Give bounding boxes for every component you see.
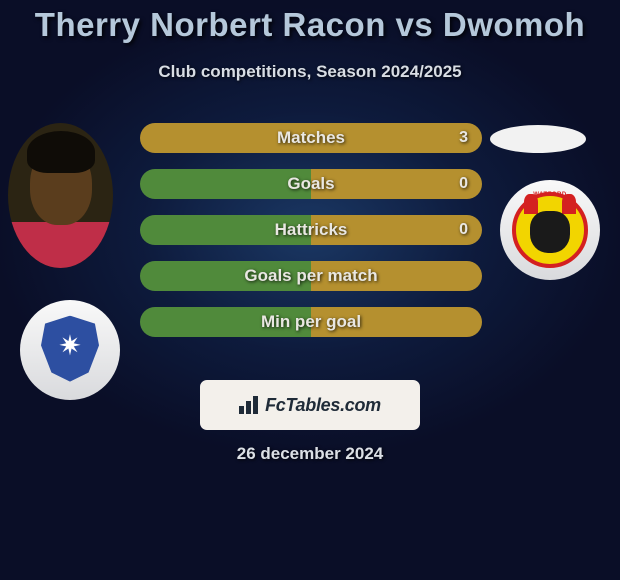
stat-row: Min per goal xyxy=(140,307,482,337)
club-right-badge: WATFORD xyxy=(500,180,600,280)
player-left-photo xyxy=(8,123,113,268)
stat-label: Goals xyxy=(140,169,482,199)
club-right-text: WATFORD xyxy=(533,192,566,198)
stat-label: Goals per match xyxy=(140,261,482,291)
branding-text: FcTables.com xyxy=(265,395,381,416)
subtitle: Club competitions, Season 2024/2025 xyxy=(0,62,620,82)
stat-value-right: 3 xyxy=(459,123,468,153)
stat-value-right: 0 xyxy=(459,215,468,245)
stat-label: Min per goal xyxy=(140,307,482,337)
stat-label: Matches xyxy=(140,123,482,153)
player-right-placeholder xyxy=(490,125,586,153)
date-text: 26 december 2024 xyxy=(0,444,620,464)
stat-row: Matches3 xyxy=(140,123,482,153)
stats-comparison: Matches3Goals0Hattricks0Goals per matchM… xyxy=(140,123,482,353)
page-title: Therry Norbert Racon vs Dwomoh xyxy=(0,0,620,44)
stat-label: Hattricks xyxy=(140,215,482,245)
stat-value-right: 0 xyxy=(459,169,468,199)
stat-row: Hattricks0 xyxy=(140,215,482,245)
branding-box: FcTables.com xyxy=(200,380,420,430)
stat-row: Goals per match xyxy=(140,261,482,291)
bar-chart-icon xyxy=(239,396,261,414)
club-left-badge: ✷ xyxy=(20,300,120,400)
star-icon: ✷ xyxy=(58,329,81,362)
stat-row: Goals0 xyxy=(140,169,482,199)
